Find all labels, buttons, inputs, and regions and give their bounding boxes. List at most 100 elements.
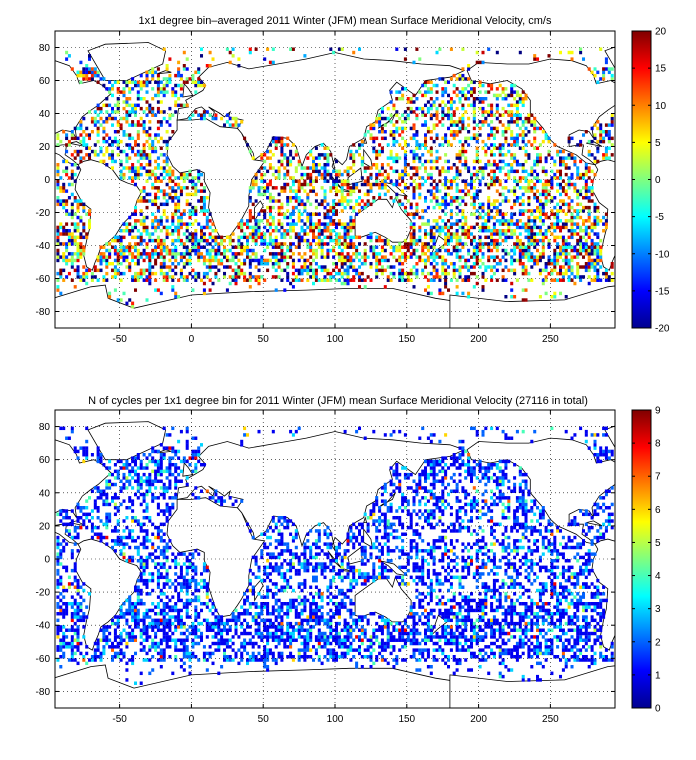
data-cell	[274, 288, 278, 292]
data-cell	[56, 271, 60, 276]
data-cell	[412, 651, 416, 656]
data-cell	[122, 248, 126, 253]
data-cell	[154, 648, 158, 652]
data-cell	[401, 130, 405, 134]
data-cell	[346, 192, 350, 197]
data-cell	[481, 100, 485, 104]
data-cell	[596, 235, 600, 240]
data-cell	[461, 291, 465, 296]
data-cell	[119, 262, 123, 266]
data-cell	[291, 179, 295, 183]
data-cell	[246, 219, 250, 223]
data-cell	[447, 252, 451, 256]
data-cell	[495, 87, 499, 91]
data-cell	[168, 176, 172, 180]
data-cell	[429, 235, 433, 240]
data-cell	[447, 235, 451, 240]
data-cell	[590, 222, 594, 226]
data-cell	[268, 179, 272, 183]
data-cell	[297, 199, 301, 203]
data-cell	[510, 281, 514, 286]
data-cell	[510, 133, 514, 137]
data-cell	[383, 116, 387, 121]
data-cell	[171, 252, 175, 256]
data-cell	[82, 205, 86, 210]
data-cell	[360, 655, 364, 659]
panel-2-title: N of cycles per 1x1 degree bin for 2011 …	[88, 395, 588, 407]
data-cell	[521, 120, 525, 124]
data-cell	[570, 268, 574, 273]
data-cell	[547, 271, 551, 276]
data-cell	[145, 100, 149, 104]
data-cell	[389, 166, 393, 170]
data-cell	[340, 271, 344, 276]
data-cell	[159, 238, 163, 243]
data-cell	[498, 120, 502, 124]
data-cell	[504, 130, 508, 134]
data-cell	[415, 133, 419, 137]
data-cell	[470, 179, 474, 183]
data-cell	[159, 222, 163, 226]
data-cell	[268, 149, 272, 154]
data-cell	[131, 661, 135, 666]
data-cell	[248, 658, 252, 662]
data-cell	[188, 262, 192, 266]
data-cell	[96, 648, 100, 652]
data-cell	[151, 255, 155, 259]
data-cell	[369, 238, 373, 243]
data-cell	[116, 255, 120, 259]
data-cell	[260, 219, 264, 223]
data-cell	[145, 658, 149, 662]
data-cell	[286, 278, 290, 282]
data-cell	[415, 202, 419, 207]
data-cell	[464, 159, 468, 164]
data-cell	[582, 209, 586, 213]
data-cell	[332, 169, 336, 174]
data-cell	[240, 655, 244, 659]
data-cell	[412, 133, 416, 137]
data-cell	[449, 278, 453, 282]
data-cell	[461, 77, 465, 81]
data-cell	[332, 209, 336, 213]
data-cell	[363, 179, 367, 183]
data-cell	[561, 163, 565, 167]
x-tick-label: 100	[327, 334, 344, 345]
data-cell	[234, 275, 238, 279]
data-cell	[297, 179, 301, 183]
data-cell	[587, 205, 591, 210]
data-cell	[225, 235, 229, 240]
data-cell	[220, 258, 224, 263]
data-cell	[156, 222, 160, 226]
data-cell	[337, 271, 341, 276]
data-cell	[470, 265, 474, 269]
data-cell	[464, 215, 468, 220]
data-cell	[274, 229, 278, 233]
data-cell	[435, 182, 439, 187]
data-cell	[403, 172, 407, 177]
data-cell	[449, 186, 453, 190]
data-cell	[128, 123, 132, 127]
data-cell	[458, 159, 462, 164]
data-cell	[134, 123, 138, 127]
data-cell	[426, 149, 430, 154]
data-cell	[590, 192, 594, 197]
data-cell	[432, 265, 436, 269]
data-cell	[289, 153, 293, 157]
data-cell	[358, 242, 362, 246]
data-cell	[162, 658, 166, 662]
data-cell	[444, 205, 448, 210]
data-cell	[346, 268, 350, 273]
data-cell	[587, 189, 591, 193]
data-cell	[326, 146, 330, 150]
data-cell	[159, 655, 163, 659]
data-cell	[142, 186, 146, 190]
data-cell	[286, 245, 290, 249]
data-cell	[452, 123, 456, 127]
data-cell	[521, 186, 525, 190]
data-cell	[99, 258, 103, 263]
data-cell	[386, 116, 390, 121]
data-cell	[515, 245, 519, 249]
data-cell	[171, 275, 175, 279]
data-cell	[573, 156, 577, 160]
data-cell	[492, 655, 496, 659]
